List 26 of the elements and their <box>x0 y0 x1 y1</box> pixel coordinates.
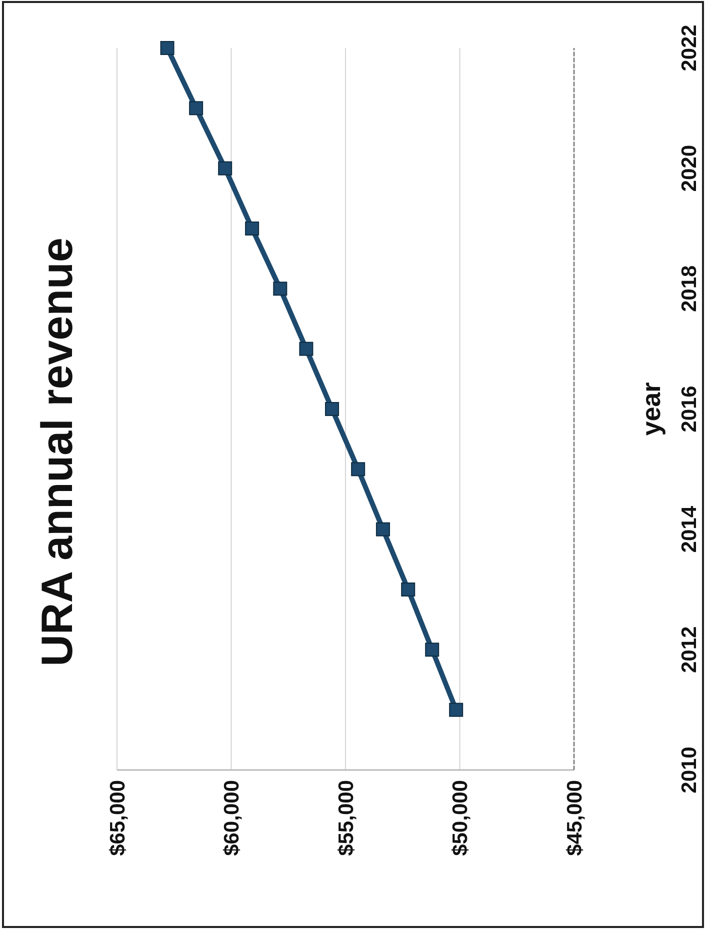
point <box>299 342 314 356</box>
y-tick-label: 2014 <box>678 506 701 553</box>
x-tick-label: $55,000 <box>334 780 358 856</box>
point <box>245 222 260 236</box>
point <box>425 642 440 657</box>
y-axis-title: year <box>636 382 666 436</box>
y-tick-label: 2018 <box>678 264 701 312</box>
y-tick-label: 2010 <box>678 746 701 794</box>
point <box>325 402 340 416</box>
x-tick-label: $50,000 <box>449 780 472 856</box>
x-tick-label: $45,000 <box>563 780 586 856</box>
x-tick-label: $65,000 <box>106 780 130 856</box>
x-tick-label: $60,000 <box>220 780 244 856</box>
point <box>160 41 174 55</box>
point <box>189 101 204 116</box>
y-tick-label: 2022 <box>678 24 701 72</box>
text: URA annual revenue <box>33 238 82 666</box>
y-tick-label: 2016 <box>678 386 701 432</box>
point <box>449 702 464 717</box>
point <box>218 161 232 176</box>
y-tick-label: 2012 <box>678 626 701 674</box>
point <box>376 522 390 536</box>
point <box>401 582 416 596</box>
point <box>273 282 288 296</box>
point <box>351 462 366 476</box>
y-tick-label: 2020 <box>678 144 701 192</box>
